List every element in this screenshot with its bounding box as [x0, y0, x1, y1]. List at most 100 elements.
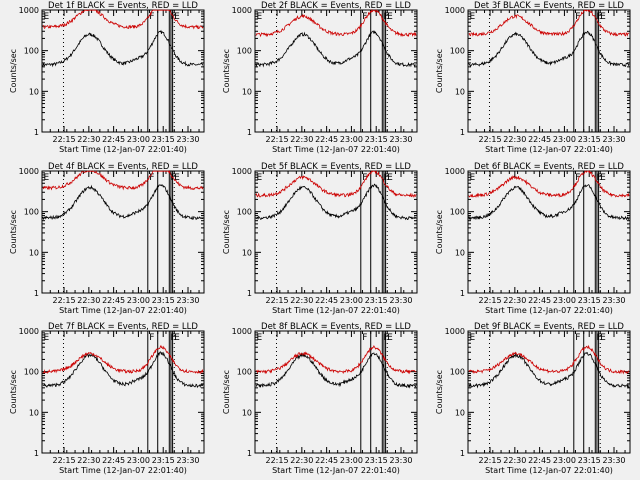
- x-tick-label: 22:30: [77, 296, 100, 305]
- panel-det-3: Det 3f BLACK = Events, RED = LLD 1 10 100 10…: [435, 1, 631, 154]
- flag-label: F: [149, 12, 154, 22]
- y-tick-label: 10: [242, 87, 252, 96]
- x-tick-label: 23:00: [553, 456, 576, 465]
- flag-label: E: [257, 173, 263, 183]
- x-tick-label: 22:45: [315, 456, 338, 465]
- flag-label: F: [575, 173, 580, 183]
- flag-label: F: [575, 12, 580, 22]
- panel-title: Det 2f BLACK = Events, RED = LLD: [261, 1, 411, 11]
- x-tick-label: 23:15: [365, 456, 388, 465]
- x-tick-label: 22:30: [77, 135, 100, 144]
- y-axis-label: Counts/sec: [9, 370, 18, 414]
- y-axis-label: Counts/sec: [435, 49, 444, 93]
- y-tick-label: 10: [455, 408, 465, 417]
- y-tick-label: 1: [34, 289, 39, 298]
- x-axis-label: Start Time (12-Jan-07 22:01:40): [59, 466, 187, 475]
- flag-label: E: [44, 12, 50, 22]
- panel-det-8: Det 8f BLACK = Events, RED = LLD 1 10 100 10…: [222, 322, 418, 475]
- events-trace: [42, 29, 204, 68]
- panel-det-4: Det 4f BLACK = Events, RED = LLD 1 10 100 10…: [9, 162, 205, 315]
- plot-frame: [254, 9, 418, 133]
- x-tick-label: 23:30: [176, 135, 199, 144]
- y-tick-label: 1000: [445, 327, 465, 336]
- x-tick-label: 22:15: [266, 296, 289, 305]
- panel-title: Det 6f BLACK = Events, RED = LLD: [474, 162, 624, 172]
- flag-label: F: [597, 12, 602, 22]
- flag-label: E: [600, 12, 606, 22]
- x-tick-label: 22:30: [290, 296, 313, 305]
- y-axis-label: Counts/sec: [222, 210, 231, 254]
- y-tick-label: 10: [29, 408, 39, 417]
- x-axis-label: Start Time (12-Jan-07 22:01:40): [272, 145, 400, 154]
- x-tick-label: 22:45: [102, 456, 125, 465]
- lld-trace: [255, 170, 417, 198]
- flag-label: E: [174, 333, 180, 343]
- x-tick-label: 23:00: [340, 135, 363, 144]
- x-tick-label: 23:30: [389, 456, 412, 465]
- x-tick-label: 22:30: [290, 456, 313, 465]
- flag-label: F: [597, 173, 602, 183]
- x-tick-label: 22:45: [528, 296, 551, 305]
- lld-trace: [468, 169, 630, 198]
- x-tick-label: 22:15: [266, 135, 289, 144]
- lld-trace: [255, 8, 417, 38]
- x-tick-label: 23:30: [176, 456, 199, 465]
- flag-label: F: [149, 173, 154, 183]
- y-tick-label: 100: [24, 47, 39, 56]
- x-tick-label: 22:45: [528, 456, 551, 465]
- flag-label: E: [174, 173, 180, 183]
- x-tick-label: 22:45: [102, 296, 125, 305]
- flag-label: E: [387, 12, 393, 22]
- x-tick-label: 23:15: [578, 135, 601, 144]
- y-tick-label: 100: [450, 368, 465, 377]
- x-tick-label: 23:15: [365, 296, 388, 305]
- y-tick-label: 1000: [232, 6, 252, 15]
- panel-det-9: Det 9f BLACK = Events, RED = LLD 1 10 100 10…: [435, 322, 631, 475]
- flag-label: E: [44, 333, 50, 343]
- x-axis-label: Start Time (12-Jan-07 22:01:40): [272, 306, 400, 315]
- y-tick-label: 1000: [19, 6, 39, 15]
- flag-label: E: [257, 12, 263, 22]
- y-tick-label: 1000: [19, 327, 39, 336]
- y-tick-label: 100: [237, 368, 252, 377]
- plot-frame: [467, 170, 631, 294]
- lld-trace: [42, 169, 204, 191]
- events-trace: [468, 30, 630, 67]
- panel-title: Det 5f BLACK = Events, RED = LLD: [261, 162, 411, 172]
- y-tick-label: 1: [34, 449, 39, 458]
- x-tick-label: 22:15: [479, 135, 502, 144]
- x-tick-label: 23:30: [176, 296, 199, 305]
- y-tick-label: 1000: [232, 167, 252, 176]
- events-trace: [255, 183, 417, 221]
- flag-label: E: [387, 333, 393, 343]
- y-axis-label: Counts/sec: [435, 370, 444, 414]
- panel-det-6: Det 6f BLACK = Events, RED = LLD 1 10 100 10…: [435, 162, 631, 315]
- y-axis-label: Counts/sec: [435, 210, 444, 254]
- y-tick-label: 1: [460, 289, 465, 298]
- y-tick-label: 10: [29, 87, 39, 96]
- lld-trace: [42, 344, 204, 375]
- flag-label: F: [362, 173, 367, 183]
- x-axis-label: Start Time (12-Jan-07 22:01:40): [485, 306, 613, 315]
- y-tick-label: 1: [460, 449, 465, 458]
- x-axis-label: Start Time (12-Jan-07 22:01:40): [485, 466, 613, 475]
- y-tick-label: 100: [450, 208, 465, 217]
- plot-frame: [254, 170, 418, 294]
- x-tick-label: 23:00: [553, 135, 576, 144]
- lld-trace: [42, 9, 204, 30]
- x-tick-label: 23:15: [578, 296, 601, 305]
- flag-label: F: [362, 333, 367, 343]
- x-tick-label: 22:15: [479, 296, 502, 305]
- x-axis-label: Start Time (12-Jan-07 22:01:40): [59, 145, 187, 154]
- y-axis-label: Counts/sec: [9, 49, 18, 93]
- flag-label: F: [171, 333, 176, 343]
- panel-title: Det 8f BLACK = Events, RED = LLD: [261, 322, 411, 332]
- y-tick-label: 100: [24, 208, 39, 217]
- x-tick-label: 22:15: [53, 456, 76, 465]
- x-tick-label: 23:15: [152, 456, 175, 465]
- x-tick-label: 22:45: [315, 296, 338, 305]
- y-tick-label: 1000: [232, 327, 252, 336]
- panel-title: Det 7f BLACK = Events, RED = LLD: [48, 322, 198, 332]
- y-axis-label: Counts/sec: [222, 370, 231, 414]
